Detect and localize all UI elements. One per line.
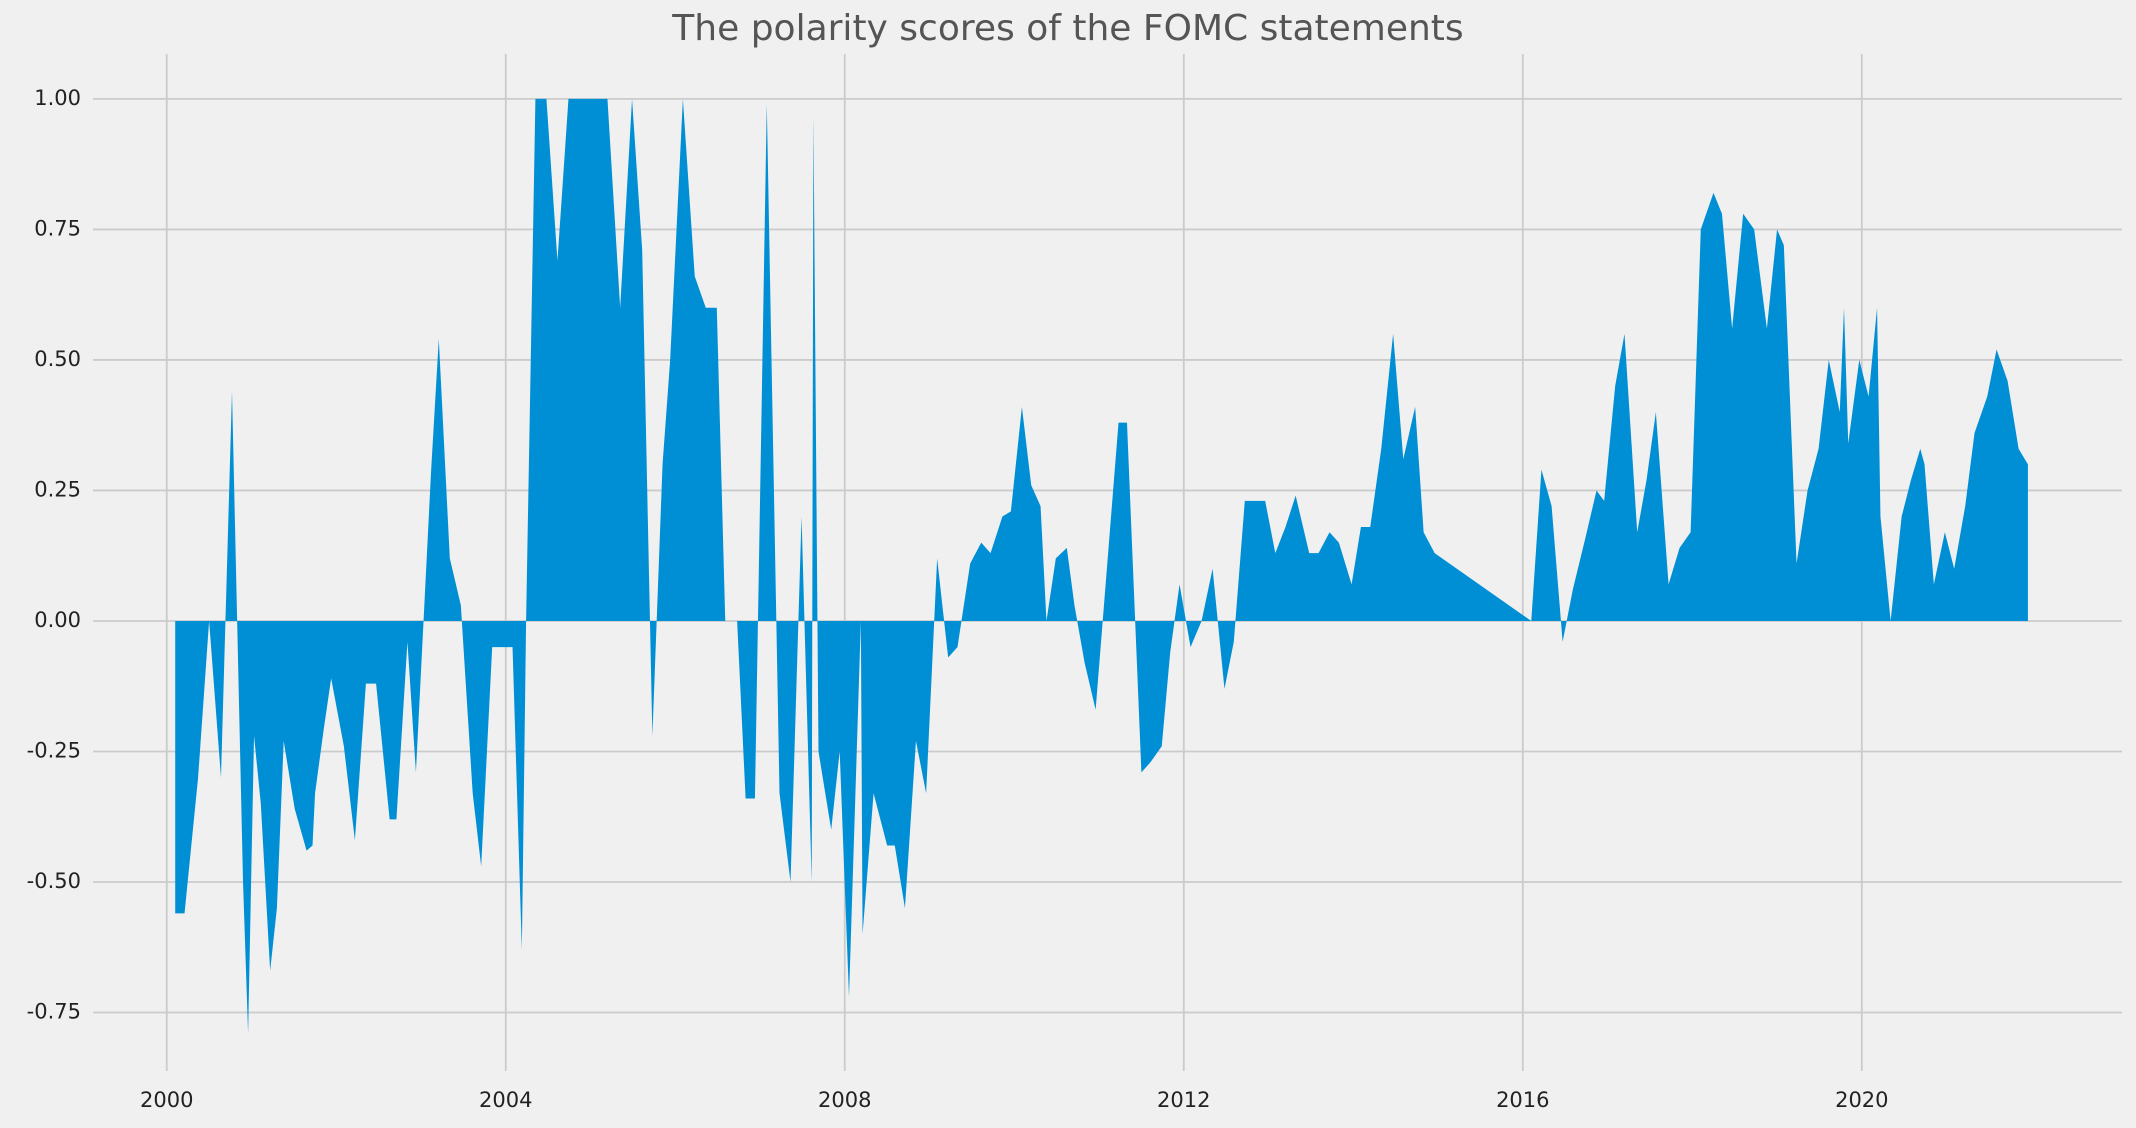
- y-tick-label: 0.25: [34, 477, 81, 501]
- y-tick-label: -0.50: [27, 869, 81, 893]
- x-tick-label: 2008: [818, 1088, 871, 1112]
- x-tick-label: 2012: [1157, 1088, 1210, 1112]
- y-tick-label: 0.50: [34, 347, 81, 371]
- x-tick-label: 2016: [1496, 1088, 1549, 1112]
- chart-title: The polarity scores of the FOMC statemen…: [671, 8, 1463, 49]
- area: [175, 98, 2028, 1034]
- y-tick-label: -0.25: [27, 738, 81, 762]
- y-tick-label: 0.00: [34, 608, 81, 632]
- x-tick-label: 2000: [140, 1088, 193, 1112]
- x-tick-label: 2004: [479, 1088, 532, 1112]
- y-tick-label: -0.75: [27, 1000, 81, 1024]
- y-tick-label: 0.75: [34, 216, 81, 240]
- y-tick-label: 1.00: [34, 86, 81, 110]
- x-tick-label: 2020: [1835, 1088, 1888, 1112]
